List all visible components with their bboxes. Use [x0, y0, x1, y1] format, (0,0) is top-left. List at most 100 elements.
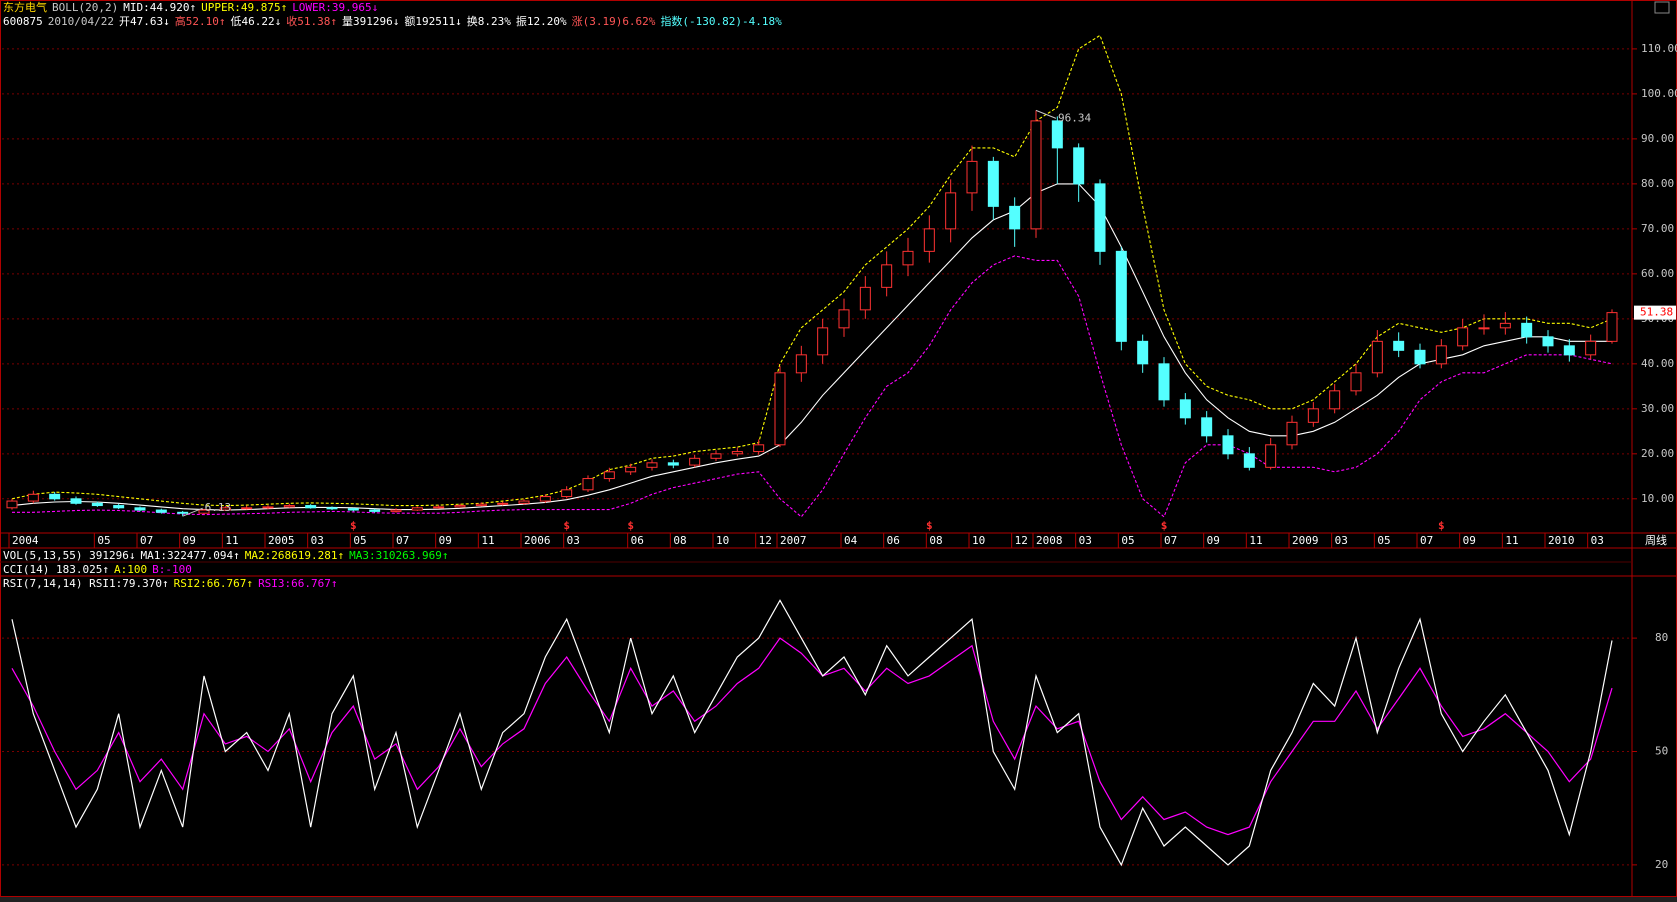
x-tick-label: 2009	[1292, 534, 1319, 547]
candle-body	[326, 507, 338, 510]
candle-body	[859, 286, 871, 311]
y-tick-label: 50	[1655, 744, 1668, 757]
y-tick-label: 90.00	[1641, 132, 1674, 145]
x-tick-label: 08	[673, 534, 686, 547]
dividend-marker: $	[627, 519, 634, 532]
y-tick-label: 40.00	[1641, 357, 1674, 370]
candle-body	[1137, 340, 1149, 365]
price-tag-label: 51.38	[1640, 306, 1673, 319]
x-tick-label: 11	[1505, 534, 1518, 547]
candle-body	[390, 509, 402, 512]
candle-body	[1201, 417, 1213, 437]
candle-body	[1286, 421, 1298, 446]
header-item: 600875	[3, 15, 43, 28]
candle-body	[1158, 363, 1170, 401]
candle-body	[1542, 336, 1554, 347]
candle-body	[710, 453, 722, 459]
candle-body	[134, 507, 146, 511]
y-tick-label: 80	[1655, 631, 1668, 644]
candle-body	[603, 471, 615, 480]
dividend-marker: $	[563, 519, 570, 532]
candle-body	[497, 502, 509, 505]
annotation: 96.34	[1058, 111, 1091, 124]
rsi-line: RSI(7,14,14) RSI1:79.370↑ RSI2:66.767↑ RSI…	[3, 577, 343, 590]
y-tick-label: 20.00	[1641, 447, 1674, 460]
candle-body	[1499, 322, 1511, 329]
candle-body	[923, 228, 935, 252]
header-item: VOL(5,13,55) 391296↓	[3, 549, 136, 562]
x-tick-label: 11	[225, 534, 238, 547]
header-item: LOWER:39.965↓	[292, 1, 379, 14]
x-tick-label: 05	[1121, 534, 1134, 547]
candle-body	[411, 507, 423, 511]
candle-body	[70, 498, 82, 504]
candle-body	[731, 451, 743, 455]
candle-body	[1265, 444, 1277, 468]
x-tick-label: 10	[972, 534, 985, 547]
candle-body	[966, 160, 978, 194]
rsi-line	[11, 599, 1613, 867]
candle-body	[1457, 327, 1469, 347]
annotation-pointer	[1035, 109, 1057, 119]
header-item: MA1:322477.094↑	[140, 549, 240, 562]
candle-body	[561, 489, 573, 498]
candle-body	[795, 354, 807, 374]
candle-body	[1350, 372, 1362, 392]
header-item: 额192511↓	[404, 15, 462, 28]
dividend-marker: $	[350, 519, 357, 532]
x-tick-label: 04	[844, 534, 858, 547]
candle-body	[1521, 322, 1533, 338]
band-line	[11, 34, 1613, 507]
y-tick-label: 30.00	[1641, 402, 1674, 415]
candle-body	[518, 500, 530, 504]
candle-body	[582, 478, 594, 491]
annotation: 6.13	[205, 501, 232, 514]
candle-body	[667, 462, 679, 466]
header-item: RSI3:66.767↑	[258, 577, 338, 590]
x-tick-label: 2006	[524, 534, 551, 547]
candle-body	[1030, 120, 1042, 230]
x-tick-label: 07	[1164, 534, 1177, 547]
x-tick-label: 03	[1079, 534, 1092, 547]
candle-body	[283, 505, 295, 508]
x-tick-label: 10	[716, 534, 729, 547]
candle-body	[113, 505, 125, 509]
header-item: 高52.10↑	[174, 15, 226, 28]
candle-body	[1051, 120, 1063, 149]
window-button[interactable]	[1654, 1, 1670, 14]
candle-body	[1073, 147, 1085, 185]
candle-body	[198, 509, 210, 514]
header-item: 开47.63↓	[118, 15, 170, 28]
tab-bar	[0, 897, 1677, 902]
header-item: MA3:310263.969↑	[349, 549, 449, 562]
header-item: 振12.20%	[515, 15, 567, 28]
y-tick-label: 60.00	[1641, 267, 1674, 280]
header-item: UPPER:49.875↑	[201, 1, 288, 14]
x-tick-label: 07	[140, 534, 153, 547]
x-tick-label: 2010	[1548, 534, 1575, 547]
candle-body	[219, 507, 231, 511]
y-tick-label: 80.00	[1641, 177, 1674, 190]
candle-body	[1329, 390, 1341, 410]
header-item: 2010/04/22	[47, 15, 114, 28]
candle-body	[1115, 250, 1127, 342]
dividend-marker: $	[1161, 519, 1168, 532]
candle-body	[753, 444, 765, 453]
period-label: 周线	[1645, 533, 1667, 547]
candle-body	[881, 264, 893, 288]
y-tick-label: 110.00	[1641, 42, 1677, 55]
candle-body	[1393, 340, 1405, 351]
x-tick-label: 07	[396, 534, 409, 547]
header-item: B:-100	[152, 563, 192, 576]
x-tick-label: 05	[1377, 534, 1390, 547]
x-tick-label: 11	[481, 534, 494, 547]
band-line	[12, 255, 1613, 518]
band-line	[11, 183, 1612, 511]
vol-line: VOL(5,13,55) 391296↓ MA1:322477.094↑ MA2:2…	[3, 549, 453, 562]
header-item: RSI2:66.767↑	[173, 577, 254, 590]
candle-body	[27, 493, 39, 502]
x-tick-label: 03	[1335, 534, 1348, 547]
x-tick-label: 12	[1015, 534, 1028, 547]
